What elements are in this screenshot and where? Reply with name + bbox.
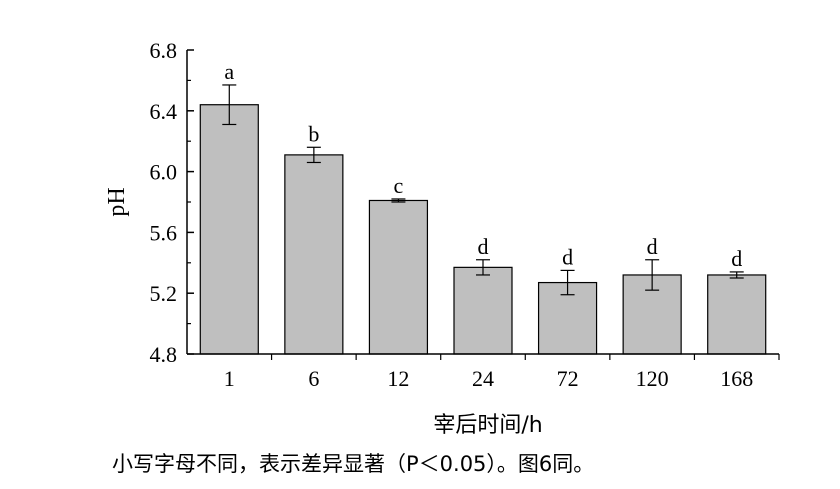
y-tick-label: 6.8 xyxy=(150,38,178,63)
bar xyxy=(368,199,429,355)
bars-group xyxy=(199,104,767,355)
significance-label: d xyxy=(731,246,742,271)
y-tick-label: 6.4 xyxy=(150,99,178,124)
significance-label: d xyxy=(562,244,573,269)
y-tick-label: 6.0 xyxy=(150,160,178,185)
x-tick-label: 6 xyxy=(308,366,319,391)
significance-label: c xyxy=(394,173,404,198)
bar xyxy=(199,104,259,355)
y-axis-label: pH xyxy=(104,187,130,216)
x-axis-label: 宰后时间/h xyxy=(433,413,542,438)
labels-group: 4.8 5.2 5.6 6.0 6.4 6.8 a 1 b 6 c 12 d 24 d 72 d 120 d 168 xyxy=(150,38,754,391)
x-tick-label: 168 xyxy=(720,366,753,391)
axes-group xyxy=(186,49,780,360)
y-tick-label: 5.6 xyxy=(150,220,178,245)
x-tick-label: 120 xyxy=(636,366,669,391)
x-tick-label: 72 xyxy=(557,366,579,391)
y-tick-label: 4.8 xyxy=(150,342,178,367)
y-tick-label: 5.2 xyxy=(150,281,178,306)
error-bars-group xyxy=(222,84,744,296)
x-tick-label: 1 xyxy=(224,366,235,391)
significance-label: d xyxy=(647,234,658,259)
bar-chart: 4.85.25.66.06.46.8a1b6c12d24d72d120d168 … xyxy=(104,38,780,438)
bar xyxy=(707,274,767,355)
significance-label: d xyxy=(478,234,489,259)
significance-label: a xyxy=(224,59,234,84)
significance-label: b xyxy=(308,121,319,146)
bar xyxy=(284,154,344,355)
figure-note: 小写字母不同，表示差异显著（P＜0.05）。图6同。 xyxy=(112,452,595,476)
x-tick-label: 12 xyxy=(387,366,409,391)
bar xyxy=(453,266,513,355)
x-tick-label: 24 xyxy=(472,366,494,391)
